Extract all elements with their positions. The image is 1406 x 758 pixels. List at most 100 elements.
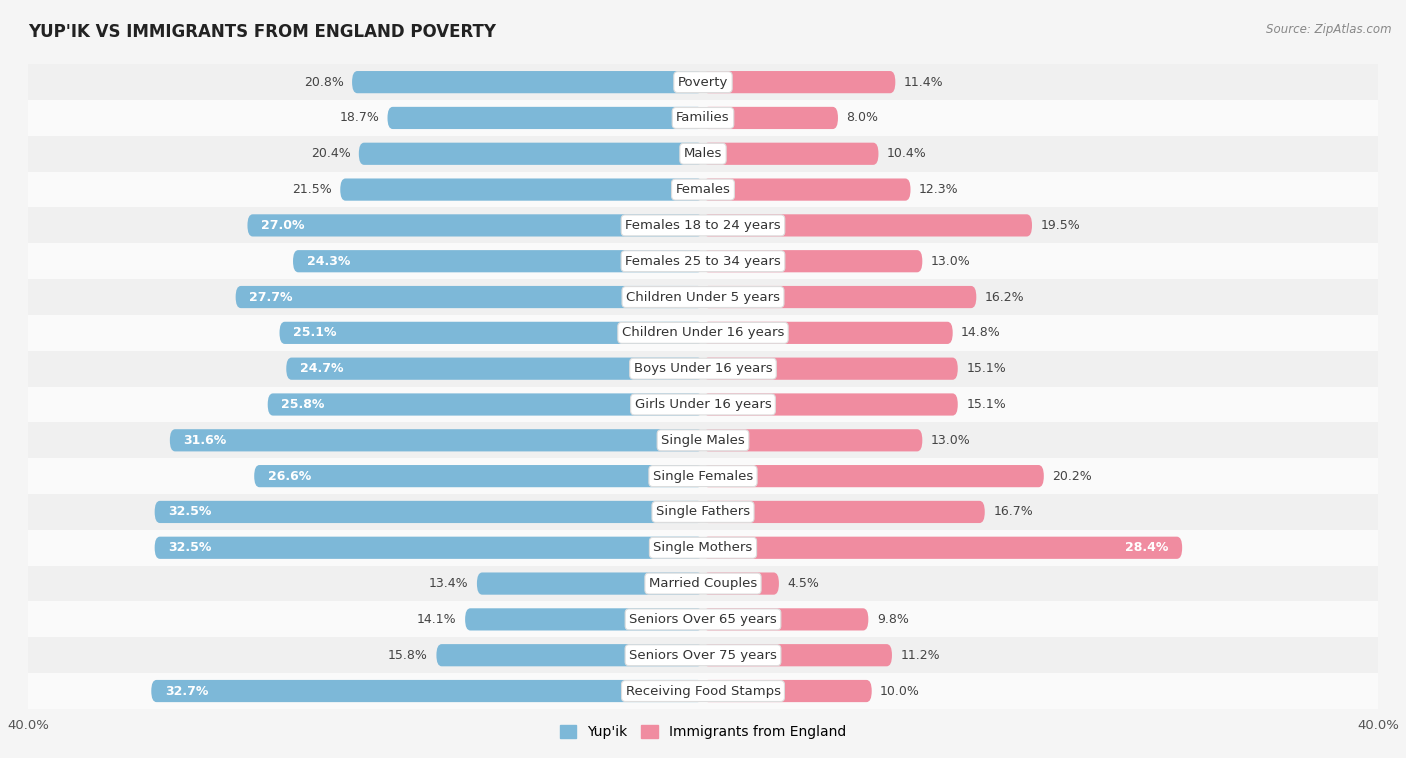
Text: 10.4%: 10.4% — [887, 147, 927, 160]
Text: 27.7%: 27.7% — [249, 290, 292, 303]
Text: Seniors Over 75 years: Seniors Over 75 years — [628, 649, 778, 662]
Text: 28.4%: 28.4% — [1125, 541, 1168, 554]
Text: 24.3%: 24.3% — [307, 255, 350, 268]
Bar — [28, 136, 1378, 171]
FancyBboxPatch shape — [280, 321, 703, 344]
FancyBboxPatch shape — [703, 572, 779, 595]
Text: 10.0%: 10.0% — [880, 684, 920, 697]
Text: Females 25 to 34 years: Females 25 to 34 years — [626, 255, 780, 268]
FancyBboxPatch shape — [340, 178, 703, 201]
Text: 20.2%: 20.2% — [1052, 470, 1092, 483]
FancyBboxPatch shape — [254, 465, 703, 487]
FancyBboxPatch shape — [703, 178, 911, 201]
FancyBboxPatch shape — [703, 644, 891, 666]
Text: 15.8%: 15.8% — [388, 649, 427, 662]
Bar — [28, 602, 1378, 637]
Text: Children Under 16 years: Children Under 16 years — [621, 327, 785, 340]
Text: 20.4%: 20.4% — [311, 147, 350, 160]
Text: YUP'IK VS IMMIGRANTS FROM ENGLAND POVERTY: YUP'IK VS IMMIGRANTS FROM ENGLAND POVERT… — [28, 23, 496, 41]
Bar — [28, 530, 1378, 565]
FancyBboxPatch shape — [236, 286, 703, 309]
FancyBboxPatch shape — [703, 501, 984, 523]
Legend: Yup'ik, Immigrants from England: Yup'ik, Immigrants from England — [554, 719, 852, 744]
FancyBboxPatch shape — [703, 71, 896, 93]
Text: Single Mothers: Single Mothers — [654, 541, 752, 554]
Text: 8.0%: 8.0% — [846, 111, 879, 124]
FancyBboxPatch shape — [287, 358, 703, 380]
Text: 16.2%: 16.2% — [984, 290, 1025, 303]
Text: Single Males: Single Males — [661, 434, 745, 446]
Text: Girls Under 16 years: Girls Under 16 years — [634, 398, 772, 411]
Bar — [28, 171, 1378, 208]
FancyBboxPatch shape — [703, 393, 957, 415]
Text: 32.7%: 32.7% — [165, 684, 208, 697]
Bar — [28, 208, 1378, 243]
FancyBboxPatch shape — [247, 215, 703, 236]
Text: 19.5%: 19.5% — [1040, 219, 1080, 232]
Bar — [28, 673, 1378, 709]
Text: Children Under 5 years: Children Under 5 years — [626, 290, 780, 303]
Text: 11.2%: 11.2% — [900, 649, 941, 662]
Text: 27.0%: 27.0% — [262, 219, 305, 232]
FancyBboxPatch shape — [703, 215, 1032, 236]
Text: Males: Males — [683, 147, 723, 160]
FancyBboxPatch shape — [155, 537, 703, 559]
Text: 4.5%: 4.5% — [787, 577, 820, 590]
Text: Boys Under 16 years: Boys Under 16 years — [634, 362, 772, 375]
FancyBboxPatch shape — [703, 286, 976, 309]
Bar — [28, 100, 1378, 136]
Text: 21.5%: 21.5% — [292, 183, 332, 196]
FancyBboxPatch shape — [703, 465, 1043, 487]
Bar — [28, 387, 1378, 422]
FancyBboxPatch shape — [436, 644, 703, 666]
Bar — [28, 351, 1378, 387]
FancyBboxPatch shape — [292, 250, 703, 272]
Text: 14.1%: 14.1% — [418, 613, 457, 626]
Text: Poverty: Poverty — [678, 76, 728, 89]
FancyBboxPatch shape — [170, 429, 703, 452]
Text: 24.7%: 24.7% — [299, 362, 343, 375]
FancyBboxPatch shape — [703, 608, 869, 631]
Text: 12.3%: 12.3% — [920, 183, 959, 196]
Bar — [28, 637, 1378, 673]
Bar — [28, 494, 1378, 530]
Bar — [28, 315, 1378, 351]
FancyBboxPatch shape — [465, 608, 703, 631]
FancyBboxPatch shape — [703, 321, 953, 344]
FancyBboxPatch shape — [352, 71, 703, 93]
Text: Seniors Over 65 years: Seniors Over 65 years — [628, 613, 778, 626]
Text: Single Fathers: Single Fathers — [657, 506, 749, 518]
FancyBboxPatch shape — [703, 537, 1182, 559]
FancyBboxPatch shape — [152, 680, 703, 702]
FancyBboxPatch shape — [388, 107, 703, 129]
Text: Married Couples: Married Couples — [650, 577, 756, 590]
Text: 15.1%: 15.1% — [966, 398, 1005, 411]
Text: Single Females: Single Females — [652, 470, 754, 483]
FancyBboxPatch shape — [155, 501, 703, 523]
Bar — [28, 279, 1378, 315]
Text: 15.1%: 15.1% — [966, 362, 1005, 375]
Text: Females: Females — [675, 183, 731, 196]
Text: 18.7%: 18.7% — [339, 111, 380, 124]
Text: 25.8%: 25.8% — [281, 398, 325, 411]
Text: 26.6%: 26.6% — [267, 470, 311, 483]
Text: 32.5%: 32.5% — [169, 541, 211, 554]
Bar — [28, 64, 1378, 100]
Text: 9.8%: 9.8% — [877, 613, 908, 626]
Bar — [28, 422, 1378, 459]
Text: 11.4%: 11.4% — [904, 76, 943, 89]
Bar — [28, 459, 1378, 494]
Text: 32.5%: 32.5% — [169, 506, 211, 518]
Text: 20.8%: 20.8% — [304, 76, 343, 89]
FancyBboxPatch shape — [267, 393, 703, 415]
FancyBboxPatch shape — [703, 250, 922, 272]
FancyBboxPatch shape — [703, 680, 872, 702]
Text: Receiving Food Stamps: Receiving Food Stamps — [626, 684, 780, 697]
Bar — [28, 243, 1378, 279]
Text: Source: ZipAtlas.com: Source: ZipAtlas.com — [1267, 23, 1392, 36]
FancyBboxPatch shape — [703, 358, 957, 380]
FancyBboxPatch shape — [703, 107, 838, 129]
FancyBboxPatch shape — [703, 429, 922, 452]
Text: Families: Families — [676, 111, 730, 124]
Text: 31.6%: 31.6% — [183, 434, 226, 446]
